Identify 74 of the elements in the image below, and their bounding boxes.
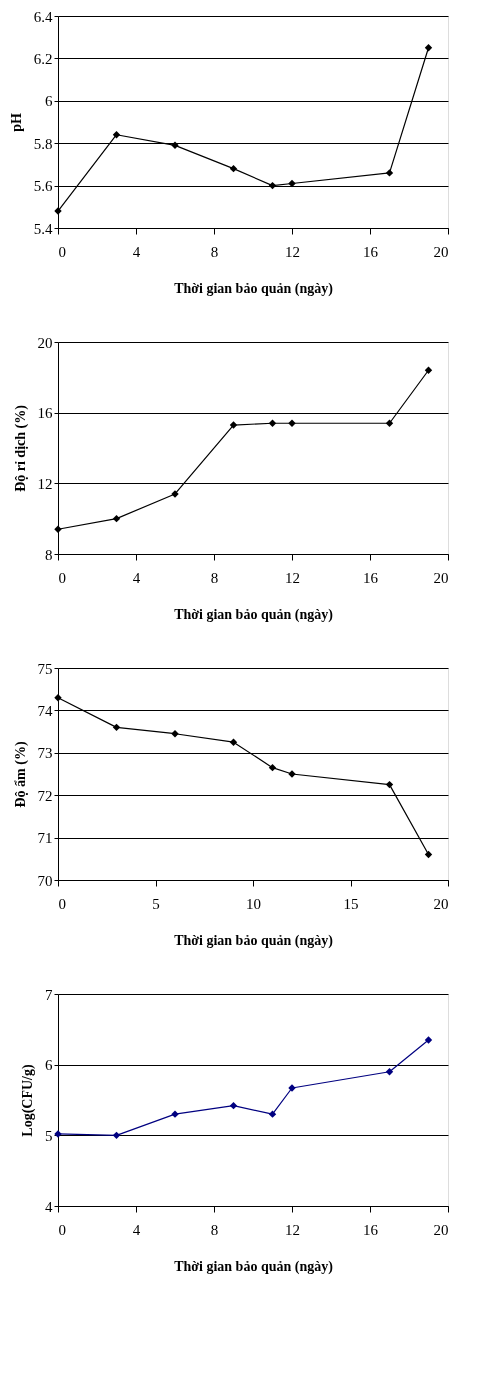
y-tick-label: 72 <box>37 787 53 804</box>
y-tick-label: 75 <box>37 660 53 677</box>
point <box>424 366 433 374</box>
y-tick-label: 6 <box>45 1057 53 1074</box>
x-tick-label: 12 <box>285 243 300 260</box>
point <box>171 141 179 150</box>
y-tick-label: 7 <box>45 986 53 1003</box>
x-tick-label: 12 <box>285 1221 300 1238</box>
x-tick-label: 0 <box>58 243 66 260</box>
point <box>229 738 238 746</box>
x-tick-label: 20 <box>433 569 449 586</box>
x-tick-label: 5 <box>152 895 160 912</box>
point <box>112 514 121 523</box>
x-tick-label: 8 <box>210 1221 219 1238</box>
point <box>268 1110 277 1118</box>
x-tick-label: 4 <box>132 243 141 260</box>
x-tick-label: 12 <box>285 569 300 586</box>
x-tick-label: 20 <box>433 1221 449 1238</box>
y-tick-label: 8 <box>45 546 53 563</box>
x-tick-label: 20 <box>433 895 449 912</box>
point <box>112 1131 121 1140</box>
x-tick-label: 20 <box>433 243 449 260</box>
y-tick-label: 6.4 <box>33 8 53 25</box>
x-axis-title: Thời gian bảo quản (ngày) <box>174 606 334 623</box>
y-tick-label: 20 <box>37 334 53 351</box>
y-axis-title: Độ rỉ dịch (%) <box>12 404 29 492</box>
y-tick-label: 5.4 <box>33 220 53 237</box>
point <box>424 850 433 859</box>
x-tick-label: 4 <box>132 569 141 586</box>
x-tick-label: 16 <box>363 243 379 260</box>
x-tick-label: 15 <box>343 895 359 912</box>
x-axis-title: Thời gian bảo quản (ngày) <box>174 1258 334 1275</box>
y-axis-title: Độ ẩm (%) <box>12 741 29 808</box>
point <box>268 763 277 772</box>
y-tick-label: 5 <box>45 1127 53 1144</box>
y-tick-label: 73 <box>37 745 53 762</box>
y-tick-label: 70 <box>37 872 53 889</box>
point <box>424 1036 433 1044</box>
point <box>229 1101 238 1110</box>
y-tick-label: 6 <box>45 93 53 110</box>
point <box>112 131 121 139</box>
x-tick-label: 16 <box>363 1221 379 1238</box>
y-tick-label: 5.6 <box>33 178 53 195</box>
point <box>424 44 433 52</box>
point <box>112 723 121 732</box>
y-tick-label: 74 <box>37 702 53 719</box>
point <box>385 169 394 177</box>
x-tick-label: 0 <box>58 895 66 912</box>
x-axis-title: Thời gian bảo quản (ngày) <box>174 932 334 949</box>
x-tick-label: 0 <box>58 1221 66 1238</box>
y-tick-label: 5.8 <box>33 135 53 152</box>
point <box>385 419 394 427</box>
point <box>229 421 238 429</box>
point <box>54 693 62 702</box>
x-tick-label: 16 <box>363 569 379 586</box>
x-tick-label: 4 <box>132 1221 141 1238</box>
x-tick-label: 0 <box>58 569 66 586</box>
y-tick-label: 71 <box>37 830 53 847</box>
y-tick-label: 4 <box>45 1198 53 1215</box>
x-axis-title: Thời gian bảo quản (ngày) <box>174 280 334 297</box>
point <box>385 1068 394 1076</box>
point <box>268 419 277 427</box>
y-axis-title: pH <box>8 113 24 132</box>
x-tick-label: 8 <box>210 569 219 586</box>
point <box>268 181 277 190</box>
y-tick-label: 12 <box>37 475 53 492</box>
y-axis-title: Log(CFU/g) <box>20 1064 36 1137</box>
point <box>385 780 394 789</box>
x-tick-label: 10 <box>246 895 261 912</box>
y-tick-label: 16 <box>37 405 53 422</box>
x-tick-label: 8 <box>210 243 219 260</box>
point <box>288 179 296 188</box>
point <box>229 164 238 173</box>
y-tick-label: 6.2 <box>33 50 53 67</box>
